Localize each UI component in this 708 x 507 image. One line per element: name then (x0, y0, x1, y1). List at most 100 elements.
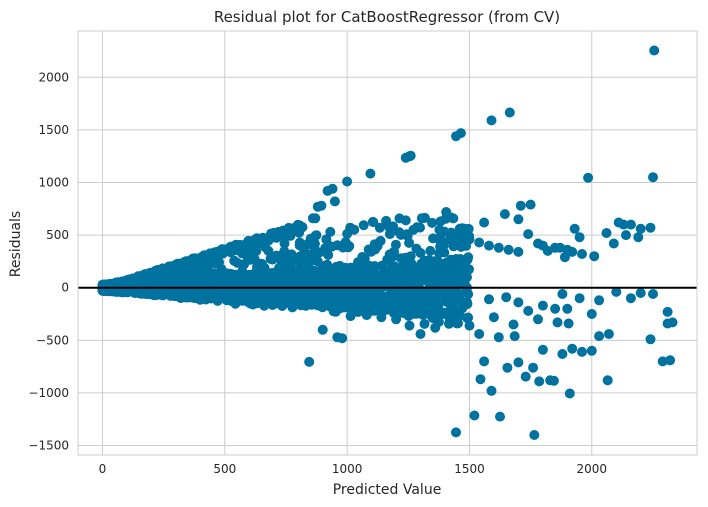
residual-point (276, 277, 287, 288)
residual-point (586, 345, 597, 356)
residual-point (254, 283, 265, 294)
residual-point (309, 265, 320, 276)
residual-point (380, 303, 391, 314)
residual-point (635, 288, 646, 298)
residual-point (513, 214, 524, 225)
residual-point (441, 207, 452, 217)
residual-point (342, 176, 353, 187)
residual-point (294, 237, 305, 248)
residual-point (287, 302, 298, 313)
residual-point (216, 264, 227, 274)
residual-point (645, 334, 656, 345)
residual-point (562, 303, 573, 314)
residual-point (399, 297, 410, 308)
residual-point (329, 290, 340, 301)
x-axis-title: Predicted Value (333, 482, 442, 498)
residual-point (504, 107, 515, 118)
residual-point (484, 240, 494, 251)
residual-point (342, 295, 353, 306)
residual-point (563, 318, 574, 329)
residual-point (255, 275, 266, 285)
residual-point (419, 318, 430, 329)
residual-point (424, 256, 435, 267)
residual-point (453, 318, 463, 329)
residual-point (493, 242, 504, 253)
residual-point (265, 291, 275, 302)
residual-point (298, 291, 309, 302)
residual-point (301, 277, 312, 288)
residual-point (484, 294, 494, 305)
residual-point (268, 284, 279, 294)
residual-point (284, 285, 295, 296)
residual-point (635, 223, 646, 234)
residual-point (170, 290, 181, 301)
residual-point (583, 172, 594, 183)
residual-point (586, 309, 597, 319)
residual-point (448, 302, 459, 313)
residual-point (451, 427, 461, 438)
residual-point (273, 226, 284, 237)
residual-point (533, 314, 543, 325)
y-tick-label: 1500 (38, 123, 69, 137)
residual-point (493, 332, 504, 343)
residual-point (226, 295, 236, 306)
residual-point (523, 229, 534, 240)
residual-point (608, 238, 619, 249)
residual-point (589, 251, 600, 262)
residual-point (594, 295, 605, 306)
plot-frame (77, 30, 698, 456)
residual-point (523, 305, 534, 316)
residual-point (348, 307, 359, 318)
residual-point (557, 349, 568, 359)
residual-point (173, 260, 184, 271)
x-tick-label: 500 (213, 462, 236, 476)
y-tick-label: −1500 (28, 439, 69, 453)
residual-point (550, 303, 561, 314)
residual-point (611, 286, 622, 297)
residual-point (427, 217, 438, 228)
residual-point (474, 237, 485, 248)
residual-point (296, 253, 307, 264)
residual-point (479, 356, 490, 367)
residual-point (415, 329, 426, 339)
residual-point (405, 150, 416, 161)
residual-point (503, 244, 514, 255)
residual-point (439, 226, 450, 237)
residual-point (400, 215, 411, 226)
x-tick-label: 2000 (577, 462, 608, 476)
residual-point (214, 271, 225, 282)
residual-point (344, 241, 355, 252)
residual-point (618, 219, 629, 230)
residual-point (304, 258, 315, 268)
residual-point (567, 246, 578, 257)
residual-point (297, 268, 308, 279)
residual-point (577, 346, 587, 357)
residual-point (645, 222, 656, 233)
residual-point (475, 374, 486, 385)
residual-point (326, 300, 337, 311)
y-tick-label: 2000 (38, 70, 69, 84)
residual-point (402, 289, 413, 300)
residual-point (312, 300, 323, 311)
residual-point (325, 226, 336, 237)
y-tick-label: −1000 (28, 386, 69, 400)
residual-point (405, 251, 416, 262)
residual-point (513, 297, 524, 308)
residual-point (479, 217, 490, 228)
residual-point (488, 312, 499, 323)
residual-point (499, 209, 510, 220)
residual-point (189, 255, 200, 266)
residual-point (459, 277, 470, 288)
residual-point (461, 297, 472, 307)
residual-point (127, 273, 138, 284)
residual-point (625, 293, 636, 304)
residual-point (232, 257, 243, 268)
residual-point (625, 219, 636, 230)
residual-point (402, 231, 413, 241)
residual-point (334, 260, 345, 271)
residual-point (209, 247, 220, 258)
residual-point (250, 295, 261, 306)
residual-point (337, 333, 348, 344)
residual-point (226, 287, 237, 298)
